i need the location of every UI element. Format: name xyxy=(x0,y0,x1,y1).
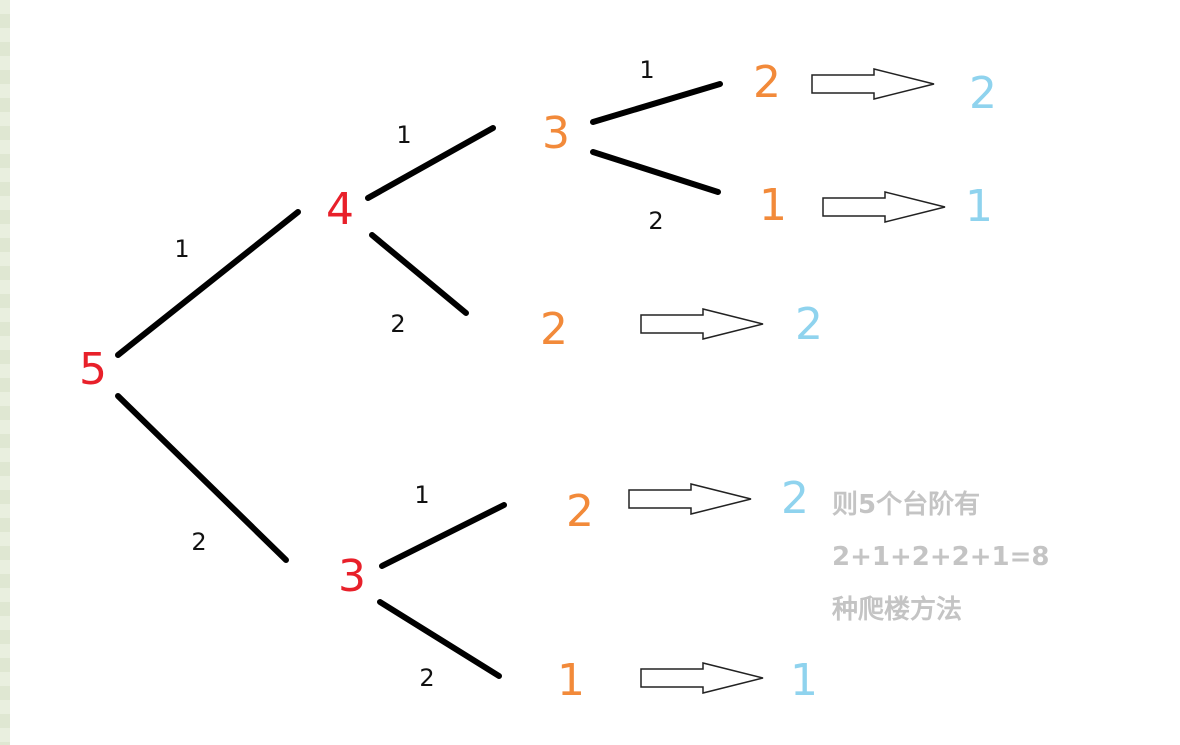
arrow-right-icon xyxy=(640,662,764,694)
result-value: 2 xyxy=(781,473,809,524)
left-border-strip xyxy=(0,0,10,745)
edge-root-to-4 xyxy=(115,209,301,358)
node-2-b: 2 xyxy=(540,304,568,355)
edge-label-root-to-3: 2 xyxy=(191,528,206,556)
edge-4-to-3 xyxy=(365,125,496,201)
edge-label-3top-to-2: 1 xyxy=(639,56,654,84)
result-value: 1 xyxy=(790,655,818,706)
edge-3bottom-to-2 xyxy=(379,502,507,569)
edge-label-3top-to-1: 2 xyxy=(648,207,663,235)
node-root: 5 xyxy=(79,344,107,395)
edge-label-root-to-4: 1 xyxy=(174,235,189,263)
node-3-bottom: 3 xyxy=(338,551,366,602)
node-3-top: 3 xyxy=(542,108,570,159)
arrow-right-icon xyxy=(640,308,764,340)
edge-label-4-to-3: 1 xyxy=(396,121,411,149)
edge-3bottom-to-1 xyxy=(377,599,502,679)
edge-3top-to-1 xyxy=(590,149,721,195)
node-1-a: 1 xyxy=(759,180,787,231)
edge-label-3bottom-to-1: 2 xyxy=(419,664,434,692)
node-4: 4 xyxy=(326,184,354,235)
edge-label-3bottom-to-2: 1 xyxy=(414,481,429,509)
caption-line-2: 2+1+2+2+1=8 xyxy=(832,542,1049,572)
edge-4-to-2 xyxy=(369,232,469,316)
arrow-right-icon xyxy=(822,191,946,223)
arrow-right-icon xyxy=(628,483,752,515)
node-2-a: 2 xyxy=(753,57,781,108)
result-value: 1 xyxy=(965,181,993,232)
result-value: 2 xyxy=(795,299,823,350)
node-1-b: 1 xyxy=(557,655,585,706)
edge-3top-to-2 xyxy=(590,81,723,125)
result-value: 2 xyxy=(969,68,997,119)
arrow-right-icon xyxy=(811,68,935,100)
node-2-c: 2 xyxy=(566,486,594,537)
edge-root-to-3 xyxy=(115,393,289,563)
edge-label-4-to-2: 2 xyxy=(390,310,405,338)
caption-line-3: 种爬楼方法 xyxy=(832,594,962,625)
caption-line-1: 则5个台阶有 xyxy=(832,489,980,520)
